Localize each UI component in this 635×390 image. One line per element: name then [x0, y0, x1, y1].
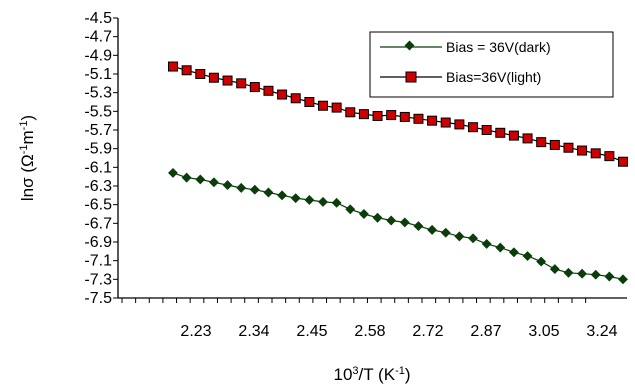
data-point-dark — [181, 172, 192, 183]
data-point-light — [290, 93, 301, 104]
data-point-light — [618, 156, 628, 167]
data-point-light — [590, 148, 601, 159]
data-point-dark — [536, 256, 547, 267]
legend-label-dark: Bias = 36V(dark) — [446, 39, 551, 55]
y-tick-label: -7.1 — [84, 253, 112, 270]
data-point-light — [372, 111, 383, 121]
data-point-light — [495, 127, 506, 138]
x-tick-label: 3.24 — [586, 323, 617, 340]
y-tick-label: -6.3 — [84, 178, 112, 195]
data-point-dark — [590, 269, 601, 280]
data-point-dark — [399, 217, 410, 228]
data-point-light — [345, 107, 356, 118]
data-point-light — [413, 113, 424, 124]
legend: Bias = 36V(dark) Bias=36V(light) — [369, 31, 614, 98]
data-point-dark — [208, 177, 219, 188]
x-tick-label: 2.58 — [354, 323, 385, 340]
y-tick-label: -5.7 — [84, 122, 112, 139]
data-point-light — [386, 110, 397, 121]
x-axis-title: 103/T (K-1) — [333, 365, 410, 384]
y-tick-label: -5.5 — [84, 103, 112, 120]
x-axis-ticks: 2.23 2.34 2.45 2.58 2.72 2.87 3.05 3.24 — [121, 298, 618, 340]
series-line — [172, 65, 624, 163]
y-tick-label: -6.1 — [84, 159, 112, 176]
data-point-light — [304, 97, 315, 107]
y-tick-label: -5.1 — [84, 66, 112, 83]
data-point-dark — [222, 180, 233, 191]
data-point-light — [249, 82, 260, 93]
data-point-light — [549, 139, 560, 150]
y-tick-label: -6.9 — [84, 234, 112, 251]
data-point-dark — [304, 195, 315, 205]
data-point-light — [604, 151, 615, 162]
data-point-light — [195, 69, 206, 79]
y-tick-label: -6.5 — [84, 197, 112, 214]
data-point-light — [468, 122, 478, 133]
legend-box — [369, 31, 614, 98]
x-tick-label: 2.23 — [180, 323, 211, 340]
data-point-dark — [386, 215, 397, 226]
y-tick-label: -5.9 — [84, 141, 112, 158]
data-point-light — [577, 145, 588, 156]
data-point-light — [222, 75, 233, 86]
data-point-light — [481, 125, 492, 135]
data-point-dark — [440, 227, 451, 238]
data-point-dark — [604, 271, 615, 282]
data-point-light — [331, 102, 342, 113]
x-tick-label: 2.34 — [238, 323, 269, 340]
y-tick-label: -5.3 — [84, 85, 112, 102]
data-point-light — [277, 89, 288, 100]
data-point-light — [358, 109, 369, 120]
x-tick-label: 3.05 — [528, 323, 559, 340]
data-point-dark — [454, 231, 465, 242]
data-point-dark — [372, 212, 383, 223]
data-point-light — [168, 61, 178, 72]
y-tick-label: -4.9 — [84, 47, 112, 64]
legend-label-light: Bias=36V(light) — [446, 69, 541, 85]
data-point-light — [454, 119, 465, 130]
data-point-dark — [468, 233, 478, 244]
data-point-light — [563, 142, 574, 153]
data-point-light — [522, 133, 533, 144]
data-point-light — [440, 117, 451, 128]
data-point-light — [236, 78, 247, 89]
data-point-light — [399, 111, 410, 122]
data-point-dark — [577, 268, 588, 279]
data-point-dark — [495, 242, 506, 253]
y-tick-label: -4.7 — [84, 29, 112, 46]
data-point-light — [536, 137, 547, 148]
y-tick-label: -7.3 — [84, 271, 112, 288]
legend-marker-light — [405, 71, 417, 83]
data-point-dark — [563, 267, 574, 278]
data-point-dark — [263, 187, 274, 198]
data-point-light — [318, 100, 328, 111]
data-point-dark — [331, 197, 342, 208]
data-point-light — [508, 130, 519, 141]
data-point-dark — [290, 193, 301, 204]
y-tick-label: -4.5 — [84, 10, 112, 27]
data-point-dark — [427, 224, 438, 235]
data-point-light — [181, 65, 192, 76]
data-point-dark — [481, 238, 492, 249]
x-tick-label: 2.87 — [470, 323, 501, 340]
data-point-light — [208, 72, 219, 83]
data-point-dark — [358, 209, 369, 219]
data-point-light — [427, 115, 438, 126]
x-tick-label: 2.72 — [412, 323, 443, 340]
data-point-dark — [236, 182, 247, 193]
x-tick-label: 2.45 — [296, 323, 327, 340]
data-point-dark — [249, 184, 260, 195]
y-tick-label: -7.5 — [84, 290, 112, 307]
y-tick-label: -6.7 — [84, 215, 112, 232]
y-axis-title: lnσ (Ω-1m-1) — [18, 115, 37, 201]
data-point-dark — [168, 167, 178, 178]
data-point-dark — [522, 251, 533, 261]
y-axis-ticks: -4.5 -4.7-4.9 -5.1 -5.3-5.5 -5.7 -5.9-6.1 -6.3… — [84, 10, 118, 307]
series-line — [172, 172, 624, 280]
data-point-light — [263, 85, 274, 96]
data-point-dark — [345, 204, 356, 215]
plot-area — [168, 61, 628, 285]
